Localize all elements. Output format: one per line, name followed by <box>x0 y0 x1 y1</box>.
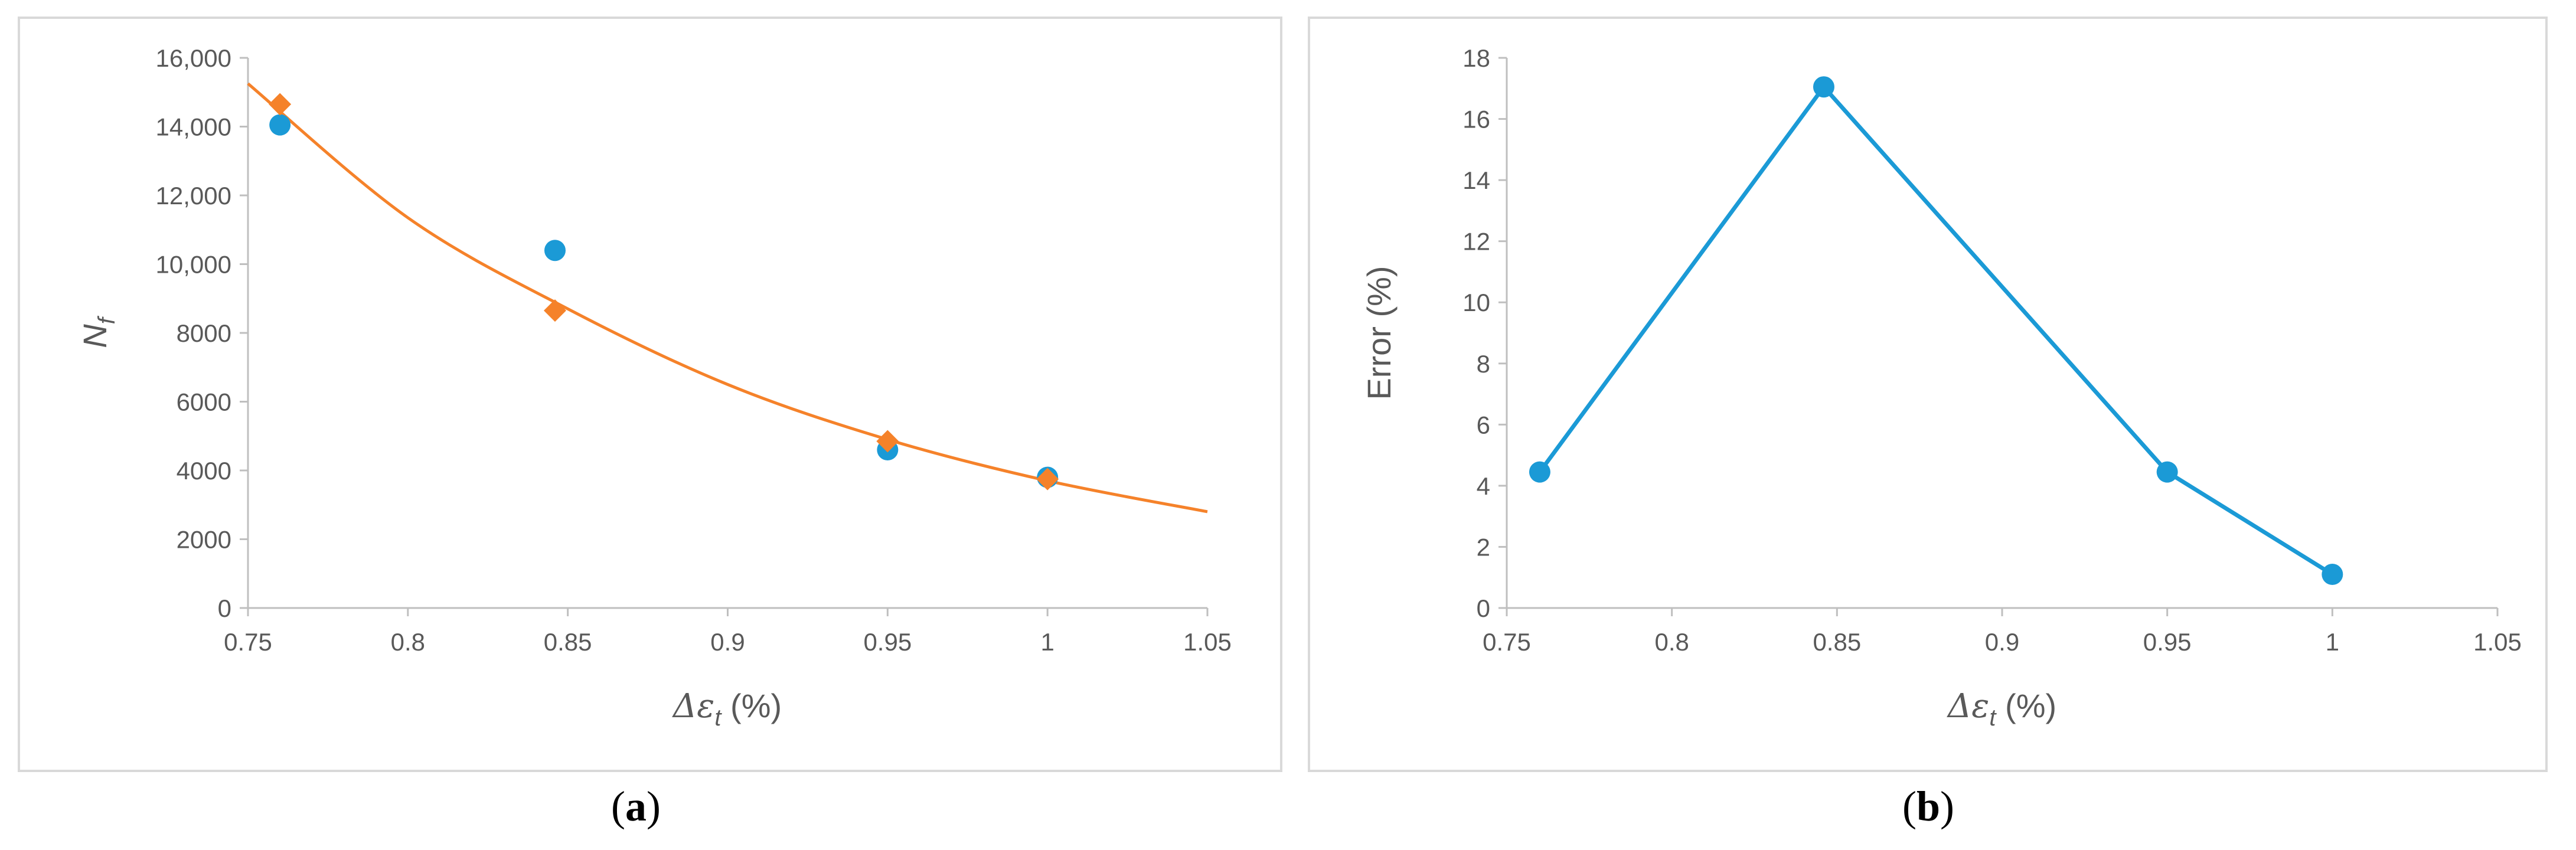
x-tick-label: 0.95 <box>863 628 912 656</box>
y-tick-label: 12 <box>1462 228 1490 256</box>
y-tick-label: 12,000 <box>156 182 231 210</box>
data-point-circle <box>1813 76 1834 98</box>
x-tick-label: 1.05 <box>2473 628 2522 656</box>
data-point-circle <box>2322 564 2343 586</box>
data-point-circle <box>269 114 291 136</box>
y-axis-title: Error (%) <box>1360 266 1398 400</box>
x-tick-label: 0.85 <box>1813 628 1861 656</box>
x-tick-label: 0.75 <box>224 628 272 656</box>
x-tick-label: 1 <box>1040 628 1054 656</box>
chart-panel-a <box>18 17 1282 772</box>
x-tick-label: 1 <box>2326 628 2339 656</box>
data-point-diamond <box>544 299 566 322</box>
y-tick-label: 14,000 <box>156 113 231 141</box>
data-point-circle <box>2156 461 2178 483</box>
y-tick-label: 8000 <box>177 319 231 347</box>
y-axis-title: Nf <box>76 315 120 348</box>
y-tick-label: 10,000 <box>156 251 231 279</box>
x-tick-label: 0.75 <box>1483 628 1531 656</box>
x-tick-label: 0.85 <box>544 628 592 656</box>
x-tick-label: 1.05 <box>1183 628 1232 656</box>
y-tick-label: 16,000 <box>156 44 231 72</box>
y-tick-label: 2 <box>1477 533 1490 561</box>
y-tick-label: 10 <box>1462 289 1490 316</box>
chart-panel-b <box>1308 17 2548 772</box>
y-tick-label: 18 <box>1462 44 1490 72</box>
y-tick-label: 6 <box>1477 411 1490 439</box>
fit-curve <box>247 82 1208 514</box>
data-point-circle <box>544 240 566 261</box>
data-point-diamond <box>876 430 899 453</box>
x-axis-title: Δεt (%) <box>672 687 782 731</box>
y-tick-label: 0 <box>218 594 231 622</box>
y-tick-label: 0 <box>1477 594 1490 622</box>
x-tick-label: 0.9 <box>1985 628 2019 656</box>
x-tick-label: 0.8 <box>391 628 425 656</box>
y-tick-label: 8 <box>1477 350 1490 378</box>
y-tick-label: 4000 <box>177 457 231 485</box>
y-tick-label: 6000 <box>177 388 231 416</box>
chart-b: 0.75 0.8 0.85 0.9 0.95 1 1.05 0 2 4 6 8 10 12 14 16 18 Δε… <box>1360 44 2522 731</box>
x-tick-label: 0.95 <box>2143 628 2192 656</box>
data-point-diamond <box>269 93 292 116</box>
data-point-diamond <box>1036 468 1059 491</box>
x-tick-label: 0.8 <box>1654 628 1689 656</box>
y-tick-label: 4 <box>1477 472 1490 500</box>
caption-b: (b) <box>1902 783 1955 830</box>
y-tick-label: 14 <box>1462 166 1490 194</box>
series-line <box>1538 83 2334 577</box>
caption-a: (a) <box>611 783 661 830</box>
y-tick-label: 2000 <box>177 526 231 554</box>
chart-a: 0.75 0.8 0.85 0.9 0.95 1 1.05 0 2000 4000 6000 8000… <box>76 44 1232 731</box>
data-point-circle <box>1529 461 1550 483</box>
y-tick-label: 16 <box>1462 106 1490 133</box>
x-tick-label: 0.9 <box>710 628 745 656</box>
x-axis-title: Δεt (%) <box>1947 687 2056 731</box>
